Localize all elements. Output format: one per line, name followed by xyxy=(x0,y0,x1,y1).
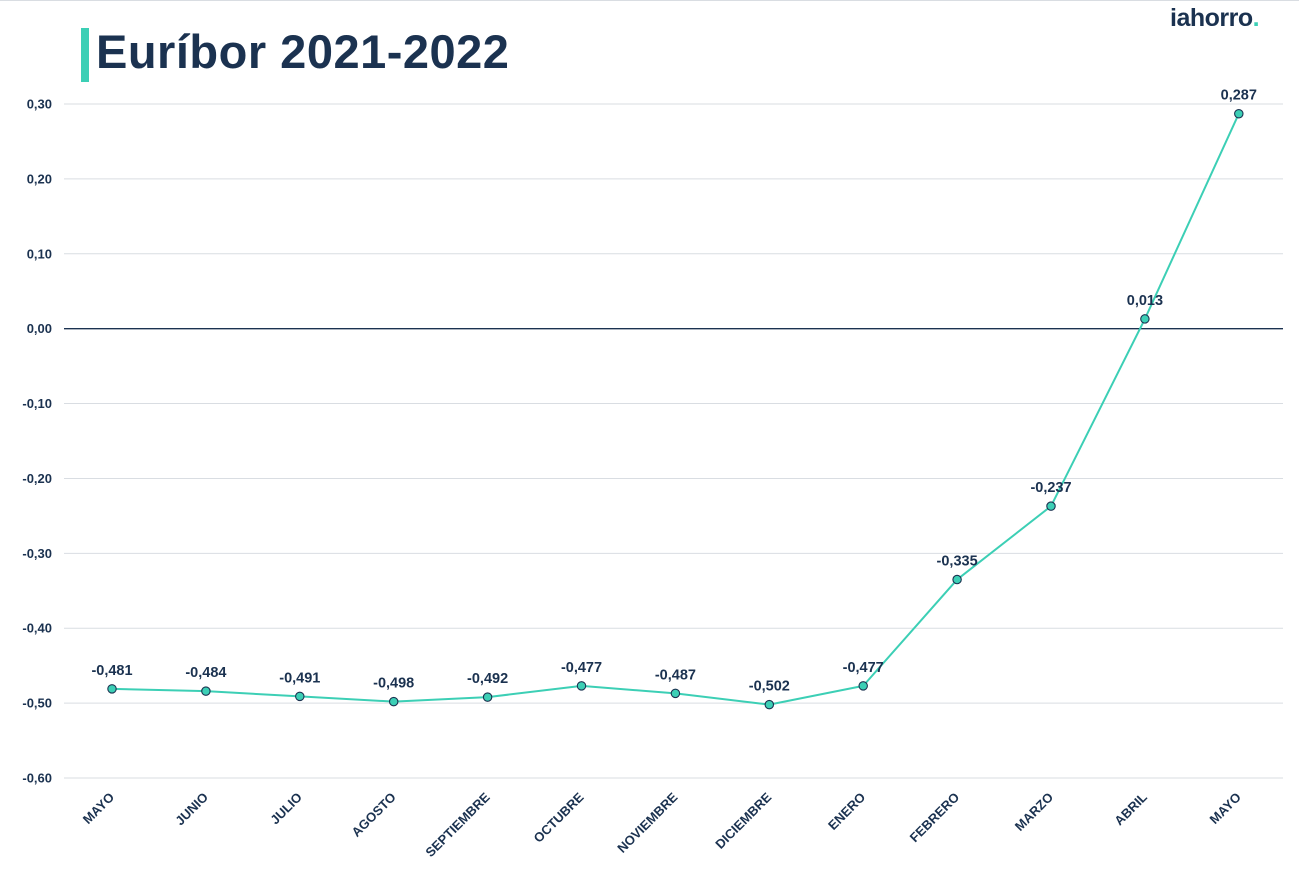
data-label: -0,502 xyxy=(749,679,790,695)
y-tick-label: 0,00 xyxy=(27,321,52,336)
data-point xyxy=(1234,108,1244,119)
data-point xyxy=(764,699,775,710)
data-point xyxy=(107,684,117,694)
data-point xyxy=(952,574,962,585)
x-tick-label: NOVIEMBRE xyxy=(614,789,681,856)
x-tick-label: MAYO xyxy=(1207,790,1244,827)
data-point xyxy=(482,692,493,702)
x-tick-label: ABRIL xyxy=(1111,789,1150,828)
data-point xyxy=(576,681,587,691)
data-label: -0,237 xyxy=(1030,480,1071,496)
x-tick-label: SEPTIEMBRE xyxy=(422,789,493,860)
x-tick-label: FEBRERO xyxy=(907,790,963,846)
x-tick-label: MAYO xyxy=(80,790,117,827)
brand-logo: iahorro. xyxy=(1170,4,1260,33)
data-point xyxy=(388,696,399,707)
data-point xyxy=(858,681,868,691)
data-label: -0,335 xyxy=(937,554,978,570)
y-tick-label: -0,30 xyxy=(22,546,52,561)
data-label: -0,484 xyxy=(185,665,226,681)
x-tick-label: JULIO xyxy=(267,790,305,828)
data-point xyxy=(1140,314,1150,324)
brand-logo-dot: . xyxy=(1252,4,1260,32)
data-label: -0,487 xyxy=(655,667,696,683)
y-tick-label: 0,20 xyxy=(27,171,52,186)
y-tick-label: -0,40 xyxy=(22,621,52,636)
data-label: 0,013 xyxy=(1127,293,1163,309)
data-label: -0,492 xyxy=(467,671,508,687)
data-point xyxy=(1046,501,1056,511)
x-tick-label: JUNIO xyxy=(172,790,211,829)
top-rule xyxy=(0,0,1299,1)
data-point xyxy=(201,686,211,696)
series-line xyxy=(111,113,1240,706)
y-tick-label: -0,10 xyxy=(22,396,52,411)
x-tick-label: OCTUBRE xyxy=(531,789,587,845)
data-label: -0,477 xyxy=(561,660,602,676)
y-tick-label: -0,50 xyxy=(22,696,52,711)
x-tick-label: ENERO xyxy=(825,790,868,833)
data-label: -0,491 xyxy=(279,670,320,686)
y-tick-label: 0,30 xyxy=(27,97,52,112)
y-tick-label: -0,60 xyxy=(22,771,52,786)
data-label: -0,477 xyxy=(843,660,884,676)
data-label: 0,287 xyxy=(1221,88,1257,104)
data-point xyxy=(295,691,305,702)
x-tick-label: AGOSTO xyxy=(349,790,399,840)
brand-logo-text: iahorro xyxy=(1170,4,1253,32)
data-label: -0,481 xyxy=(91,663,132,679)
y-tick-label: 0,10 xyxy=(27,246,52,261)
x-tick-label: MARZO xyxy=(1012,790,1056,834)
title-accent-bar xyxy=(81,28,89,82)
x-tick-label: DICIEMBRE xyxy=(712,789,774,851)
data-label: -0,498 xyxy=(373,676,414,692)
chart-title: Euríbor 2021-2022 xyxy=(96,25,510,78)
data-point xyxy=(670,688,681,699)
y-tick-label: -0,20 xyxy=(22,471,52,486)
